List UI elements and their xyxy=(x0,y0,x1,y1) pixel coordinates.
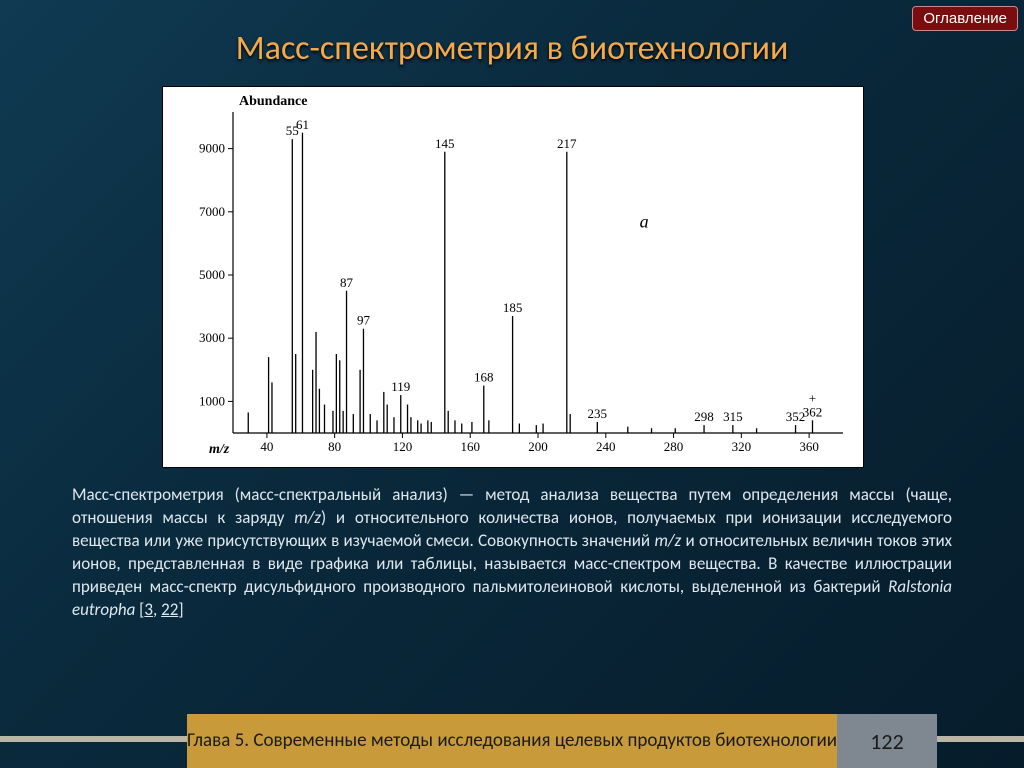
svg-text:40: 40 xyxy=(260,439,273,454)
desc-lead: Масс-спектрометрия (масс-спектральный ан… xyxy=(72,484,448,505)
description-text: Масс-спектрометрия (масс-спектральный ан… xyxy=(72,484,952,622)
svg-text:61: 61 xyxy=(296,117,309,132)
svg-text:160: 160 xyxy=(460,439,480,454)
svg-text:a: a xyxy=(640,212,649,232)
svg-text:280: 280 xyxy=(664,439,684,454)
svg-text:298: 298 xyxy=(694,409,714,424)
svg-text:145: 145 xyxy=(435,136,455,151)
desc-mz2: m/z xyxy=(654,530,681,551)
svg-text:320: 320 xyxy=(732,439,752,454)
slide: Оглавление Масс-спектрометрия в биотехно… xyxy=(0,0,1024,768)
svg-text:119: 119 xyxy=(391,379,410,394)
svg-text:315: 315 xyxy=(723,409,743,424)
svg-text:120: 120 xyxy=(393,439,413,454)
mass-spectrum-chart: 1000 3000 5000 7000 9000 40 80 120 160 200 240 280 3… xyxy=(162,86,864,468)
chapter-label: Глава 5. Современные методы исследования… xyxy=(187,714,837,768)
svg-text:3000: 3000 xyxy=(199,330,225,345)
footer: Глава 5. Современные методы исследования… xyxy=(0,714,1024,768)
svg-text:5000: 5000 xyxy=(199,267,225,282)
svg-text:200: 200 xyxy=(528,439,548,454)
svg-text:Abundance: Abundance xyxy=(239,94,307,109)
svg-text:7000: 7000 xyxy=(199,204,225,219)
svg-text:87: 87 xyxy=(340,275,354,290)
svg-text:217: 217 xyxy=(557,136,577,151)
desc-ref-close: ] xyxy=(178,599,183,620)
svg-text:80: 80 xyxy=(328,439,341,454)
slide-title: Масс-спектрометрия в биотехнологии xyxy=(0,28,1024,69)
svg-text:168: 168 xyxy=(474,370,494,385)
svg-text:360: 360 xyxy=(799,439,819,454)
svg-text:m/z: m/z xyxy=(209,442,230,457)
ref-link-2[interactable]: 22 xyxy=(161,599,178,620)
ref-link-1[interactable]: 3 xyxy=(144,599,153,620)
svg-text:240: 240 xyxy=(596,439,616,454)
desc-mz1: m/z xyxy=(294,507,321,528)
svg-text:+: + xyxy=(809,390,816,405)
svg-text:1000: 1000 xyxy=(199,393,225,408)
svg-text:185: 185 xyxy=(503,300,523,315)
svg-text:97: 97 xyxy=(357,313,371,328)
svg-text:235: 235 xyxy=(588,406,608,421)
svg-text:9000: 9000 xyxy=(199,141,225,156)
page-number: 122 xyxy=(837,714,937,768)
desc-ref-sep: , xyxy=(153,599,161,620)
svg-text:362: 362 xyxy=(803,404,823,419)
